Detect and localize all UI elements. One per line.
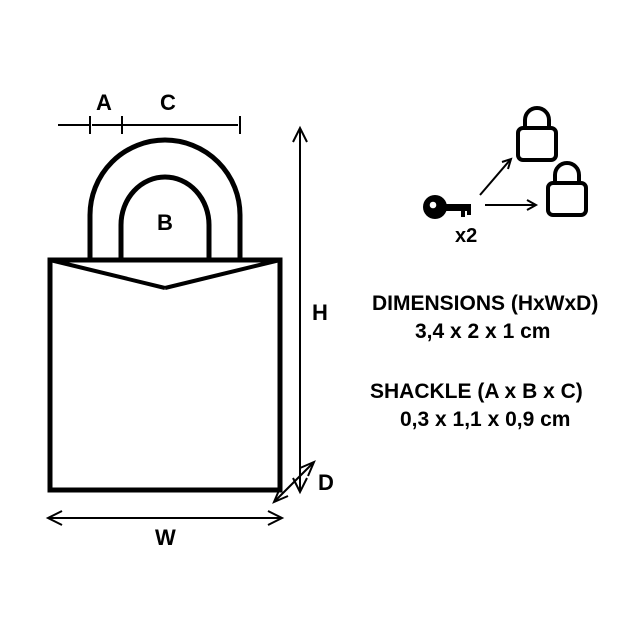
dim-label-w: W <box>155 525 176 551</box>
shackle-title: SHACKLE (A x B x C) <box>370 378 583 406</box>
key-count-label: x2 <box>455 225 477 248</box>
dim-label-a: A <box>96 90 112 116</box>
dim-label-h: H <box>312 300 328 326</box>
shackle-value: 0,3 x 1,1 x 0,9 cm <box>400 406 570 434</box>
spec-diagram: A C B H W D x2 DIMENSIONS (HxWxD) 3,4 x … <box>0 0 640 640</box>
dimensions-title: DIMENSIONS (HxWxD) <box>372 290 598 318</box>
dim-label-c: C <box>160 90 176 116</box>
dimensions-value: 3,4 x 2 x 1 cm <box>415 318 550 346</box>
dim-label-d: D <box>318 470 334 496</box>
keyed-alike-icon <box>405 100 605 260</box>
dim-label-b: B <box>157 210 173 236</box>
